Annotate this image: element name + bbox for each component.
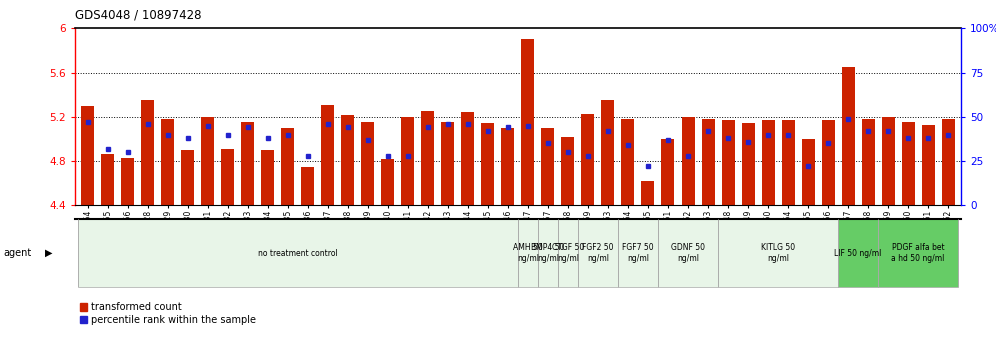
Bar	[501, 128, 514, 205]
Bar	[538, 219, 558, 287]
Bar	[941, 119, 954, 205]
Bar	[658, 219, 718, 287]
Bar	[842, 67, 855, 205]
Bar	[921, 125, 934, 205]
Legend: transformed count, percentile rank within the sample: transformed count, percentile rank withi…	[80, 302, 256, 325]
Bar	[542, 128, 555, 205]
Bar	[782, 120, 795, 205]
Bar	[381, 159, 394, 205]
Bar	[481, 124, 494, 205]
Bar	[141, 100, 154, 205]
Bar	[102, 154, 115, 205]
Bar	[322, 105, 335, 205]
Bar	[838, 219, 878, 287]
Bar	[441, 122, 454, 205]
Bar	[661, 139, 674, 205]
Bar	[122, 158, 134, 205]
Text: BMP4 50
ng/ml: BMP4 50 ng/ml	[531, 244, 565, 263]
Bar	[641, 181, 654, 205]
Text: agent: agent	[3, 248, 31, 258]
Bar	[622, 119, 634, 205]
Bar	[181, 150, 194, 205]
Bar	[342, 115, 355, 205]
Bar	[582, 114, 595, 205]
Bar	[742, 124, 755, 205]
Bar	[461, 113, 474, 205]
Bar	[901, 122, 914, 205]
Bar	[618, 219, 658, 287]
Bar	[302, 167, 315, 205]
Text: GDNF 50
ng/ml: GDNF 50 ng/ml	[671, 244, 705, 263]
Text: FGF2 50
ng/ml: FGF2 50 ng/ml	[583, 244, 614, 263]
Bar	[721, 120, 734, 205]
Bar	[241, 122, 254, 205]
Text: ▶: ▶	[45, 248, 53, 258]
Text: no treatment control: no treatment control	[258, 249, 338, 258]
Bar	[281, 128, 294, 205]
Bar	[862, 119, 874, 205]
Bar	[161, 119, 174, 205]
Bar	[221, 149, 234, 205]
Text: GDS4048 / 10897428: GDS4048 / 10897428	[75, 8, 201, 21]
Bar	[362, 122, 374, 205]
Bar	[822, 120, 835, 205]
Text: CTGF 50
ng/ml: CTGF 50 ng/ml	[552, 244, 584, 263]
Text: KITLG 50
ng/ml: KITLG 50 ng/ml	[761, 244, 795, 263]
Bar	[261, 150, 274, 205]
Bar	[82, 106, 95, 205]
Bar	[562, 137, 575, 205]
Text: LIF 50 ng/ml: LIF 50 ng/ml	[835, 249, 881, 258]
Text: AMH 50
ng/ml: AMH 50 ng/ml	[513, 244, 543, 263]
Bar	[878, 219, 958, 287]
Bar	[401, 117, 414, 205]
Bar	[518, 219, 538, 287]
Bar	[802, 139, 815, 205]
Bar	[718, 219, 838, 287]
Bar	[558, 219, 578, 287]
Bar	[701, 119, 714, 205]
Bar	[602, 100, 615, 205]
Text: FGF7 50
ng/ml: FGF7 50 ng/ml	[622, 244, 653, 263]
Bar	[522, 39, 535, 205]
Bar	[578, 219, 618, 287]
Bar	[681, 117, 694, 205]
Bar	[881, 117, 894, 205]
Bar	[201, 117, 214, 205]
Bar	[421, 111, 434, 205]
Bar	[78, 219, 518, 287]
Text: PDGF alfa bet
a hd 50 ng/ml: PDGF alfa bet a hd 50 ng/ml	[891, 244, 945, 263]
Bar	[762, 120, 775, 205]
